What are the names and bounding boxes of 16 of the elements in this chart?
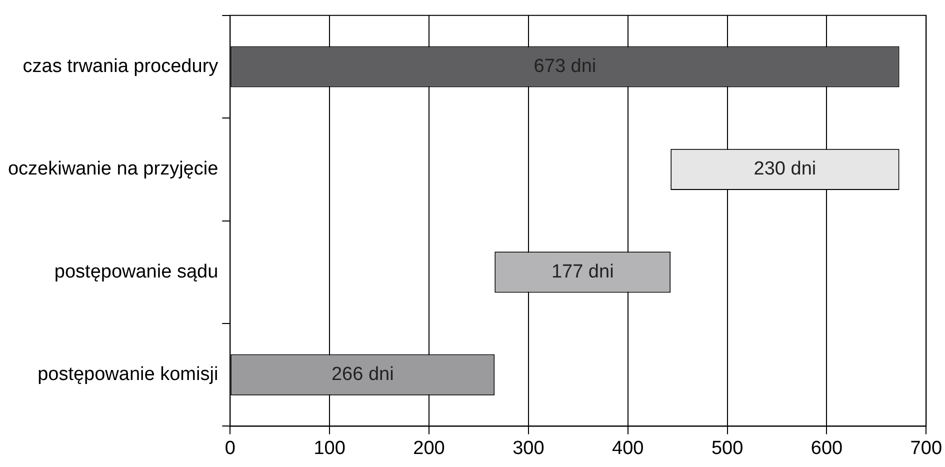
x-tick-label: 600 — [810, 438, 843, 459]
x-tick-label: 200 — [413, 438, 445, 459]
y-tick-label: czas trwania procedury — [22, 56, 219, 77]
x-tick-label: 100 — [314, 438, 346, 459]
y-tick-label: oczekiwanie na przyjęcie — [8, 158, 218, 180]
data-label: 266 dni — [331, 364, 394, 386]
x-tick-label: 700 — [910, 438, 942, 459]
data-label: 230 dni — [754, 158, 816, 180]
x-tick-label: 0 — [224, 438, 236, 459]
y-tick-label: postępowanie sądu — [54, 261, 218, 282]
y-tick-label: postępowanie komisji — [38, 364, 218, 386]
x-tick-label: 400 — [612, 438, 644, 459]
x-tick-label: 500 — [711, 438, 744, 459]
data-label: 177 dni — [551, 261, 614, 282]
x-tick-label: 300 — [512, 438, 544, 459]
data-label: 673 dni — [534, 56, 596, 77]
